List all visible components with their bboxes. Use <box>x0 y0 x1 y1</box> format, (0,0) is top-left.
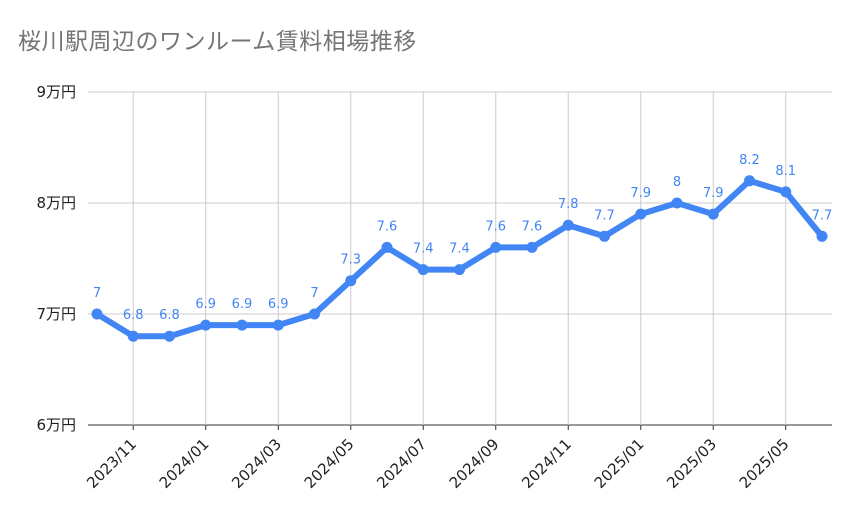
x-tick-label: 2024/01 <box>156 435 213 492</box>
data-point <box>490 241 502 253</box>
data-label: 7.6 <box>377 219 398 234</box>
data-label: 7.3 <box>340 253 361 268</box>
data-point <box>744 175 755 187</box>
data-label: 7.7 <box>594 208 615 223</box>
x-tick-label: 2024/07 <box>373 435 430 492</box>
data-label: 6.9 <box>232 297 253 312</box>
x-tick-label: 2024/09 <box>446 435 503 492</box>
data-point <box>345 275 357 287</box>
data-point <box>671 197 683 209</box>
data-point <box>91 308 103 320</box>
data-point <box>599 230 610 242</box>
y-axis-ticks: 9万円 8万円 7万円 6万円 <box>36 83 76 434</box>
x-tick-label: 2025/03 <box>663 435 720 492</box>
data-label: 7.7 <box>812 208 833 223</box>
data-point <box>417 264 429 276</box>
data-point <box>236 319 248 331</box>
data-label: 7.8 <box>558 197 579 212</box>
series-layer <box>91 175 828 342</box>
x-tick-label: 2025/01 <box>591 435 648 492</box>
data-label: 8 <box>673 175 681 190</box>
data-point <box>635 208 647 220</box>
chart-title: 桜川駅周辺のワンルーム賃料相場推移 <box>18 29 417 55</box>
data-point <box>164 330 175 342</box>
y-tick-label: 8万円 <box>36 194 76 212</box>
data-label: 7.9 <box>703 186 724 201</box>
data-label: 6.9 <box>195 297 216 312</box>
data-labels: 7 6.8 6.8 6.9 6.9 6.9 7 7.3 7.6 7.4 7.4 7.6 7.6 7.8 7.… <box>93 153 832 323</box>
data-point <box>562 219 574 231</box>
y-tick-label: 7万円 <box>36 305 76 323</box>
data-point <box>526 241 538 253</box>
data-point <box>127 330 139 342</box>
data-point <box>272 319 284 331</box>
data-label: 6.9 <box>268 297 289 312</box>
y-tick-label: 6万円 <box>36 416 76 434</box>
data-label: 7.4 <box>413 242 434 257</box>
gridlines <box>88 91 832 430</box>
x-tick-label: 2024/05 <box>301 435 358 492</box>
x-tick-label: 2023/11 <box>83 435 140 492</box>
data-label: 7.9 <box>630 186 651 201</box>
data-label: 8.1 <box>775 164 796 179</box>
data-label: 7 <box>93 286 101 301</box>
data-point <box>707 208 719 220</box>
data-label: 7.4 <box>449 242 470 257</box>
data-point <box>780 186 792 198</box>
x-tick-label: 2025/05 <box>736 435 793 492</box>
data-point <box>381 241 393 253</box>
data-label: 7.6 <box>522 219 543 234</box>
data-point <box>200 319 212 331</box>
x-tick-label: 2024/03 <box>228 435 285 492</box>
data-label: 6.8 <box>123 308 144 323</box>
data-point <box>816 230 828 242</box>
y-tick-label: 9万円 <box>36 83 76 101</box>
x-tick-label: 2024/11 <box>518 435 575 492</box>
data-label: 6.8 <box>159 308 180 323</box>
data-point <box>454 264 465 276</box>
data-label: 7 <box>310 286 318 301</box>
x-axis-ticks: 2023/11 2024/01 2024/03 2024/05 2024/07 2024/… <box>83 435 792 492</box>
data-label: 8.2 <box>739 153 760 168</box>
data-label: 7.6 <box>485 219 506 234</box>
data-point <box>309 308 320 320</box>
